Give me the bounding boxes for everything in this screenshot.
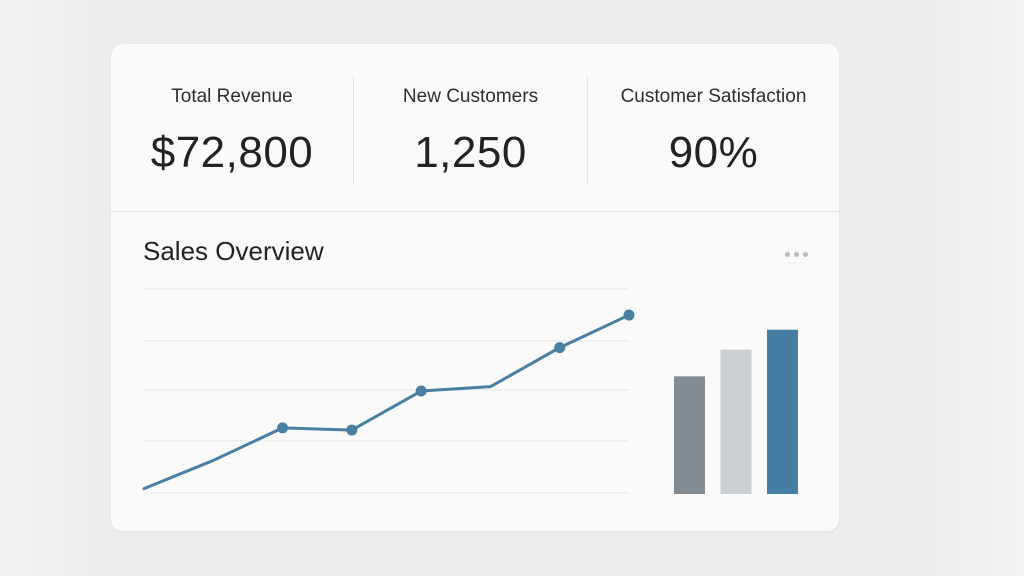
sales-overview-chart [142, 288, 798, 494]
kpi-row: Total Revenue $72,800 New Customers 1,25… [111, 44, 839, 212]
kpi-label: Customer Satisfaction [620, 86, 807, 107]
kpi-value: 90% [668, 128, 759, 177]
kpi-new-customers: New Customers 1,250 [354, 44, 587, 211]
more-horizontal-icon [784, 251, 790, 257]
bar [674, 376, 705, 494]
bar [720, 349, 752, 494]
sales-overview-title: Sales Overview [143, 236, 324, 266]
line-series [142, 313, 631, 491]
more-options-button[interactable] [779, 246, 813, 262]
line-point [623, 309, 635, 321]
line-point [415, 385, 427, 397]
dashboard-card: Total Revenue $72,800 New Customers 1,25… [111, 44, 839, 531]
more-horizontal-icon [793, 251, 799, 257]
bar [767, 329, 798, 494]
kpi-divider [353, 76, 354, 184]
more-horizontal-icon [802, 251, 808, 257]
kpi-customer-satisfaction: Customer Satisfaction 90% [588, 44, 839, 211]
kpi-total-revenue: Total Revenue $72,800 [111, 44, 353, 211]
kpi-divider [587, 76, 588, 184]
kpi-label: New Customers [402, 86, 539, 107]
kpi-label: Total Revenue [171, 86, 293, 107]
kpi-value: 1,250 [414, 128, 527, 177]
kpi-value: $72,800 [150, 128, 314, 177]
line-point [277, 422, 289, 434]
line-point [554, 342, 566, 354]
line-point [346, 424, 358, 436]
